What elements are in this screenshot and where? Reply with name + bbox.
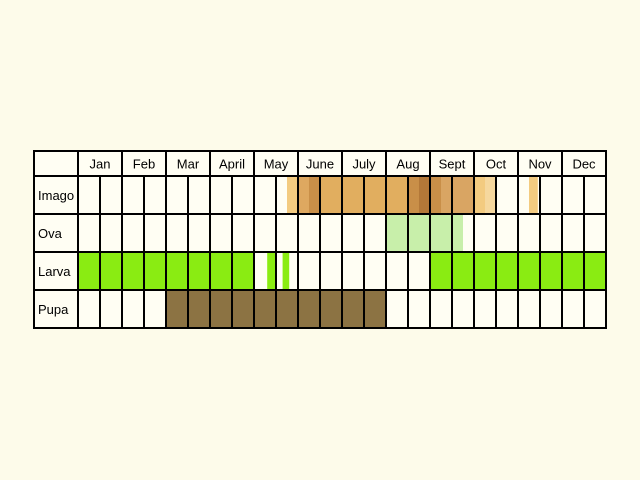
row-label-larva: Larva <box>38 264 71 279</box>
row-label-imago: Imago <box>38 188 74 203</box>
month-label-april: April <box>219 157 245 172</box>
bar-imago-5 <box>419 176 430 214</box>
month-label-june: June <box>306 157 334 172</box>
bar-imago-1 <box>298 176 309 214</box>
month-label-dec: Dec <box>572 157 596 172</box>
month-label-jan: Jan <box>90 157 111 172</box>
row-labels: Imago Ova Larva Pupa <box>38 188 74 317</box>
month-label-nov: Nov <box>528 157 552 172</box>
bar-imago-9 <box>485 176 496 214</box>
row-label-ova: Ova <box>38 226 63 241</box>
bar-larva-1 <box>267 252 276 290</box>
bar-larva-2 <box>282 252 290 290</box>
bar-imago-0 <box>287 176 298 214</box>
month-label-may: May <box>264 157 289 172</box>
month-label-sept: Sept <box>439 157 466 172</box>
month-label-feb: Feb <box>133 157 155 172</box>
grid-lines <box>33 150 607 329</box>
month-label-july: July <box>352 157 376 172</box>
bar-imago-7 <box>441 176 474 214</box>
row-label-pupa: Pupa <box>38 302 69 317</box>
bar-imago-10 <box>529 176 538 214</box>
bar-imago-8 <box>474 176 485 214</box>
month-header: Jan Feb Mar April May June July Aug Sept Oct Nov De… <box>90 157 597 172</box>
month-label-mar: Mar <box>177 157 200 172</box>
bar-ova-0 <box>386 214 463 252</box>
bar-imago-4 <box>408 176 419 214</box>
bar-imago-6 <box>430 176 441 214</box>
month-label-aug: Aug <box>396 157 419 172</box>
month-label-oct: Oct <box>486 157 507 172</box>
bar-imago-2 <box>309 176 320 214</box>
